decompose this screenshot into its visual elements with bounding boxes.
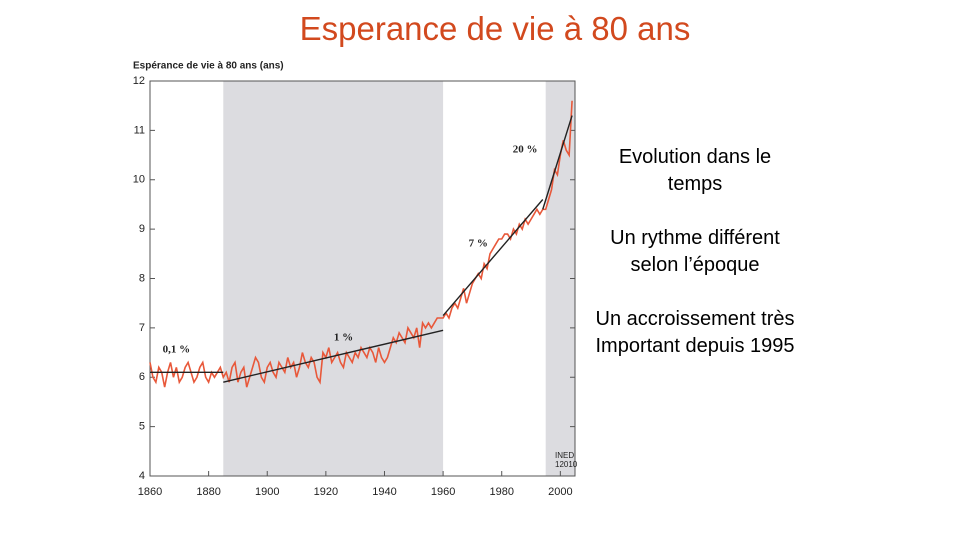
- side-notes: Evolution dans le temps Un rythme différ…: [590, 144, 800, 387]
- x-tick-label: 1960: [431, 486, 455, 498]
- source-note: INED: [555, 451, 574, 460]
- annotation: 7 %: [469, 237, 488, 249]
- x-tick-label: 2000: [548, 486, 572, 498]
- x-tick-label: 1920: [314, 486, 338, 498]
- y-tick-label: 8: [139, 272, 145, 284]
- y-tick-label: 7: [139, 322, 145, 334]
- y-axis-label: Espérance de vie à 80 ans (ans): [133, 61, 284, 72]
- x-tick-label: 1980: [489, 486, 513, 498]
- x-tick-label: 1880: [196, 486, 220, 498]
- annotation: 1 %: [334, 331, 353, 343]
- chart: Espérance de vie à 80 ans (ans) 4 5 6 7 8 9 10…: [133, 61, 578, 498]
- shaded-period: [223, 81, 444, 476]
- y-tick-label: 9: [139, 223, 145, 235]
- side-note: Un accroissement très Important depuis 1…: [595, 308, 795, 357]
- y-tick-label: 4: [139, 470, 145, 482]
- x-tick-label: 1940: [372, 486, 396, 498]
- y-tick-label: 5: [139, 421, 145, 433]
- data-line: [149, 100, 573, 388]
- y-tick-label: 11: [134, 124, 145, 136]
- trend-line: [542, 115, 573, 210]
- x-tick-label: 1900: [255, 486, 279, 498]
- x-tick-label: 1860: [138, 486, 162, 498]
- source-note: 12010: [555, 460, 578, 469]
- trend-line: [223, 329, 444, 383]
- trend-line: [442, 199, 544, 316]
- y-tick-label: 10: [133, 174, 145, 186]
- y-tick-label: 12: [133, 75, 145, 87]
- annotation: 20 %: [513, 144, 538, 156]
- annotation: 0,1 %: [163, 344, 191, 356]
- side-note: Evolution dans le temps: [618, 146, 772, 195]
- side-note: Un rythme différent selon l’époque: [610, 227, 780, 276]
- y-tick-label: 6: [139, 371, 145, 383]
- slide-title: Esperance de vie à 80 ans: [299, 10, 691, 47]
